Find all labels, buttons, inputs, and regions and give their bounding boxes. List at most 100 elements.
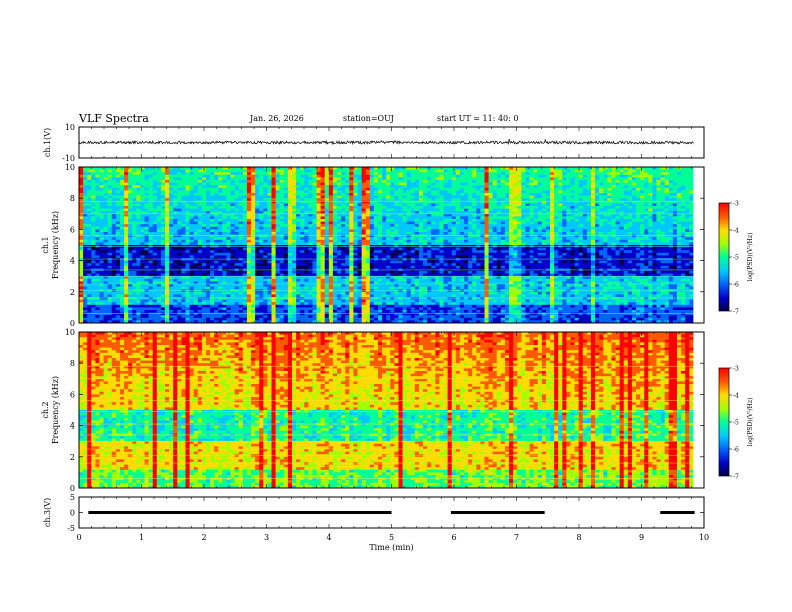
ch1-spectrogram-cell [160,206,166,209]
ch1-spectrogram-cell [574,208,580,212]
ch1-spectrogram-cell [631,206,637,209]
ch1-spectrogram-cell [255,180,260,183]
ch1-spectrogram-cell [246,182,252,186]
ch1-spectrogram-cell [365,250,371,254]
ch1-spectrogram-cell [304,198,309,202]
ch1-spectrogram-cell [476,185,481,189]
ch1-spectrogram-cell [361,216,367,220]
ch1-spectrogram-cell [230,195,236,199]
ch1-spectrogram-cell [386,190,391,194]
ch1-spectrogram-cell [238,224,244,228]
ch1-spectrogram-cell [537,167,543,170]
ch1-spectrogram-cell [394,250,399,254]
ch1-spectrogram-cell [304,180,309,183]
ch1-spectrogram-cell [136,252,141,256]
ch1-spectrogram-cell [464,208,469,212]
ch1-spectrogram-cell [242,234,248,238]
ch1-spectrogram-cell [91,224,96,228]
ch1-spectrogram-cell [369,169,375,173]
ch1-spectrogram-cell [562,229,567,233]
ch1-spectrogram-cell [685,203,690,207]
ch1-spectrogram-cell [574,167,580,170]
ch1-spectrogram-cell [193,203,199,207]
ch1-spectrogram-cell [308,234,313,238]
ch1-spectrogram-cell [193,221,199,225]
ch1-spectrogram-cell [672,167,678,170]
ch1-spectrogram-cell [365,180,371,183]
ch1-spectrogram-cell [201,169,207,173]
ch1-spectrogram-cell [83,195,88,199]
ch1-spectrogram-cell [160,234,166,238]
ch1-spectrogram-cell [291,213,297,217]
ch1-spectrogram-cell [218,247,223,251]
ch1-spectrogram-cell [152,232,158,235]
ch1-spectrogram-cell [676,182,682,186]
ch1-spectrogram-cell [328,169,334,173]
ch1-spectrogram-cell [263,190,268,194]
ch1-spectrogram-cell [332,198,338,202]
ch1-spectrogram-cell [631,247,637,251]
ch1-spectrogram-cell [541,172,547,176]
ch1-spectrogram-cell [636,200,641,204]
ch1-spectrogram-cell [545,208,551,212]
ch1-spectrogram-cell [648,221,653,225]
ch1-spectrogram-cell [660,221,666,225]
ch1-spectrogram-cell [222,221,227,225]
ch1-spectrogram-cell [181,169,186,173]
ch1-spectrogram-cell [267,169,272,173]
ch1-spectrogram-cell [529,185,535,189]
ch1-spectrogram-cell [578,224,584,228]
ch1-spectrogram-cell [603,216,608,220]
ch1-spectrogram-cell [87,200,92,204]
ch1-spectrogram-cell [423,219,428,222]
ch1-spectrogram-cell [103,250,109,254]
ch1-spectrogram-cell [582,169,588,173]
ch1-spectrogram-cell [279,198,285,202]
ch1-spectrogram-cell [332,242,338,246]
ch1-spectrogram-cell [316,242,322,246]
ch1-spectrogram-cell [222,167,227,170]
ch1-spectrogram-cell [95,203,100,207]
ch1-spectrogram-cell [353,200,358,204]
ch1-spectrogram-cell [418,193,424,196]
ch1-spectrogram-cell [423,185,428,189]
ch1-spectrogram-cell [160,219,166,222]
ch1-spectrogram-cell [660,167,666,170]
ch1-spectrogram-cell [132,242,137,246]
ch1-spectrogram-cell [378,234,383,238]
ch1-spectrogram-cell [283,213,289,217]
ch1-spectrogram-cell [349,200,354,204]
ch1-spectrogram-cell [353,224,358,228]
ch1-spectrogram-cell [230,172,236,176]
ch1-spectrogram-cell [251,180,256,183]
ch1-spectrogram-cell [99,226,104,230]
ch1-spectrogram-cell [500,242,506,246]
ch1-spectrogram-cell [685,234,690,238]
ch1-spectrogram-cell [312,180,317,183]
ch1-spectrogram-cell [504,237,510,241]
ch1-spectrogram-cell [599,180,604,183]
ch1-spectrogram-cell [525,224,530,228]
ch1-spectrogram-cell [287,213,293,217]
ch1-spectrogram-cell [287,203,293,207]
ch1-spectrogram-cell [312,226,317,230]
ch1-spectrogram-cell [271,187,276,191]
ch1-spectrogram-cell [476,219,481,222]
ch1-spectrogram-cell [365,232,371,235]
ch1-spectrogram-cell [390,226,395,230]
ch1-spectrogram-cell [521,187,526,191]
ch1-spectrogram-cell [685,180,690,183]
ch1-spectrogram-cell [173,221,178,225]
ch1-spectrogram-cell [509,182,514,186]
ch1-spectrogram-cell [115,237,121,241]
ch1-spectrogram-cell [472,203,477,207]
ch1-spectrogram-cell [406,250,412,254]
ch1-spectrogram-cell [689,177,694,181]
ch1-spectrogram-cell [660,224,666,228]
ch1-spectrogram-cell [455,169,461,173]
ch1-spectrogram-cell [255,242,260,246]
ch1-spectrogram-cell [627,211,633,215]
ch1-spectrogram-cell [668,221,674,225]
ch1-spectrogram-cell [169,221,174,225]
ch1-spectrogram-cell [267,229,272,233]
